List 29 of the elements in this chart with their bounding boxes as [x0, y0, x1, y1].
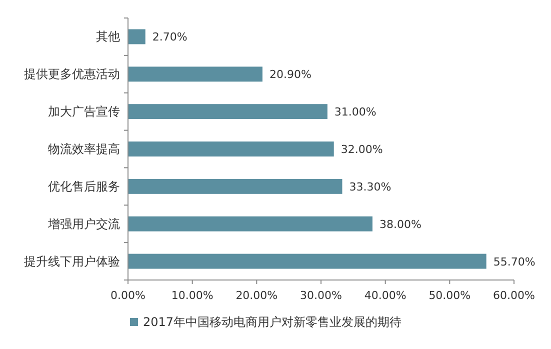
x-tick-label: 50.00% [428, 289, 471, 302]
y-tick-label: 其他 [96, 30, 120, 44]
bar [128, 29, 146, 44]
x-tick-label: 60.00% [493, 289, 535, 302]
x-tick-label: 10.00% [171, 289, 214, 302]
y-tick-label: 提供更多优惠活动 [24, 67, 120, 82]
bar [128, 216, 372, 232]
data-label: 33.30% [349, 180, 392, 194]
y-tick-label: 物流效率提高 [48, 142, 120, 156]
x-tick-label: 20.00% [236, 289, 278, 302]
bar [128, 142, 334, 156]
bar [128, 178, 342, 194]
data-label: 20.90% [269, 68, 312, 82]
y-tick-label: 增强用户交流 [47, 216, 120, 231]
legend-label: 2017年中国移动电商用户对新零售业发展的期待 [143, 315, 402, 329]
data-label: 2.70% [152, 30, 188, 44]
y-tick-label: 优化售后服务 [48, 179, 120, 194]
y-tick-label: 提升线下用户体验 [24, 254, 120, 268]
x-tick-label: 0.00% [110, 289, 146, 302]
x-tick-label: 30.00% [300, 289, 342, 302]
data-label: 32.00% [340, 143, 383, 156]
y-tick-label: 加大广告宣传 [48, 104, 120, 119]
data-label: 55.70% [493, 255, 536, 268]
x-tick-label: 40.00% [364, 289, 406, 302]
data-label: 38.00% [379, 218, 422, 231]
data-label: 31.00% [334, 106, 376, 119]
bar [128, 254, 486, 269]
bar [128, 66, 262, 82]
bar [128, 104, 328, 120]
